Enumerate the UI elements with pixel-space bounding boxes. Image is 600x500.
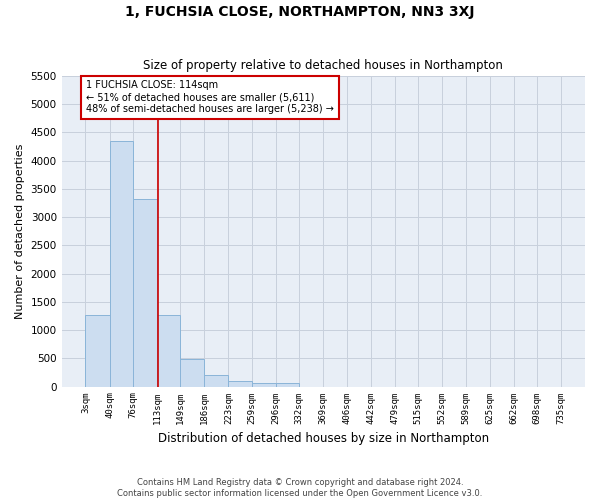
- Bar: [205, 374, 229, 386]
- Bar: [110, 141, 133, 386]
- Text: 1, FUCHSIA CLOSE, NORTHAMPTON, NN3 3XJ: 1, FUCHSIA CLOSE, NORTHAMPTON, NN3 3XJ: [125, 5, 475, 19]
- Text: Contains HM Land Registry data © Crown copyright and database right 2024.
Contai: Contains HM Land Registry data © Crown c…: [118, 478, 482, 498]
- Bar: [133, 199, 157, 386]
- Bar: [85, 316, 110, 386]
- Bar: [252, 383, 276, 386]
- Text: 1 FUCHSIA CLOSE: 114sqm
← 51% of detached houses are smaller (5,611)
48% of semi: 1 FUCHSIA CLOSE: 114sqm ← 51% of detache…: [86, 80, 334, 114]
- Bar: [157, 316, 181, 386]
- Bar: [276, 384, 299, 386]
- X-axis label: Distribution of detached houses by size in Northampton: Distribution of detached houses by size …: [158, 432, 489, 445]
- Y-axis label: Number of detached properties: Number of detached properties: [15, 144, 25, 319]
- Title: Size of property relative to detached houses in Northampton: Size of property relative to detached ho…: [143, 59, 503, 72]
- Bar: [229, 381, 252, 386]
- Bar: [181, 359, 205, 386]
